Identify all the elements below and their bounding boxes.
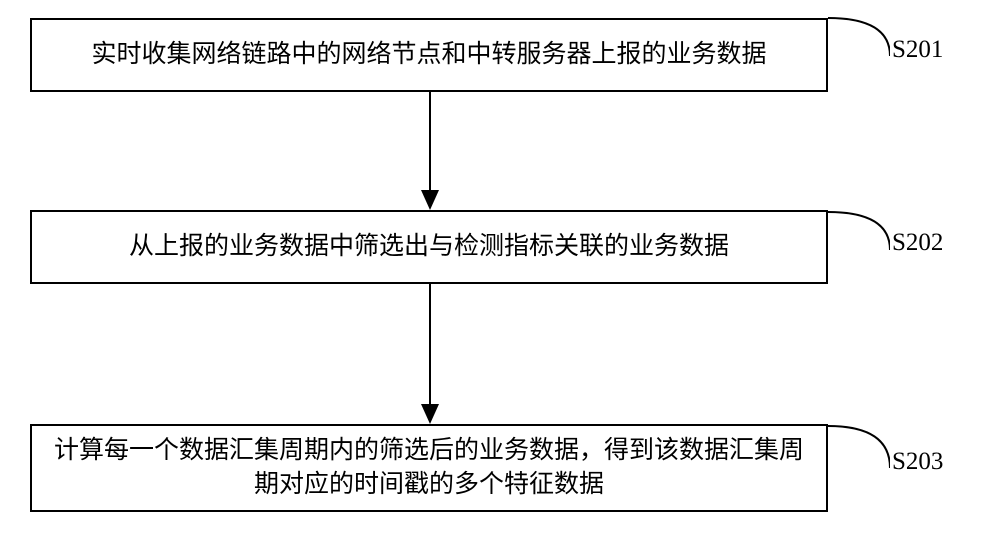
brace-2 (828, 210, 890, 250)
arrow-1-head (421, 190, 439, 210)
arrow-2-line (429, 284, 431, 404)
step-label-3: S203 (892, 448, 943, 476)
step-box-3: 计算每一个数据汇集周期内的筛选后的业务数据，得到该数据汇集周期对应的时间戳的多个… (30, 424, 828, 512)
step-box-2: 从上报的业务数据中筛选出与检测指标关联的业务数据 (30, 210, 828, 284)
step-text-3: 计算每一个数据汇集周期内的筛选后的业务数据，得到该数据汇集周期对应的时间戳的多个… (42, 434, 816, 502)
step-box-1: 实时收集网络链路中的网络节点和中转服务器上报的业务数据 (30, 18, 828, 92)
step-text-1: 实时收集网络链路中的网络节点和中转服务器上报的业务数据 (91, 38, 766, 72)
step-text-2: 从上报的业务数据中筛选出与检测指标关联的业务数据 (129, 230, 729, 264)
flowchart-canvas: 实时收集网络链路中的网络节点和中转服务器上报的业务数据 S201 从上报的业务数… (0, 0, 1000, 542)
step-label-2: S202 (892, 229, 943, 257)
arrow-2-head (421, 404, 439, 424)
arrow-1-line (429, 92, 431, 190)
brace-1 (828, 16, 890, 56)
brace-3 (828, 424, 890, 468)
step-label-1: S201 (892, 36, 943, 64)
